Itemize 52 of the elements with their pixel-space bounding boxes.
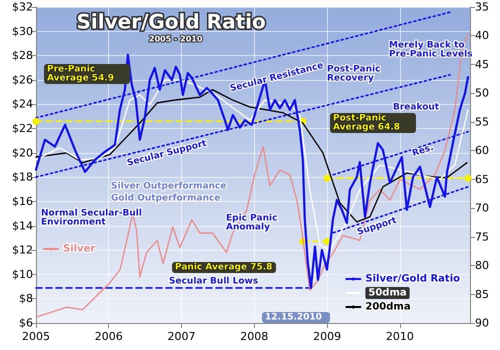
y-tick-label: $22 xyxy=(12,122,33,136)
point xyxy=(324,174,331,182)
point xyxy=(464,174,472,182)
annotation: Post-Panic Recovery xyxy=(327,64,384,84)
y-tick-label: $16 xyxy=(12,194,33,208)
y2-tick-label: 85 xyxy=(475,288,489,301)
text: 2005 - 2010 xyxy=(149,34,203,44)
point xyxy=(32,118,40,125)
annotation: Normal Secular-Bull Environment xyxy=(41,208,146,228)
annotation: 12.15.2010 xyxy=(265,312,322,322)
x-tick-label: 2006 xyxy=(94,330,123,343)
legend-label: 50dma xyxy=(368,288,407,298)
annotation: Post-Panic Average 64.8 xyxy=(333,114,400,132)
y-tick-label: $6 xyxy=(19,316,33,330)
legend-label: Silver xyxy=(63,244,96,254)
y-tick-label: $32 xyxy=(12,0,33,14)
x-tick-label: 2009 xyxy=(313,330,342,343)
legend-label: 200dma xyxy=(365,302,411,312)
x-tick-label: 2008 xyxy=(240,330,268,343)
y-tick-label: $20 xyxy=(12,146,33,160)
x-tick-label: 2005 xyxy=(22,330,50,343)
y2-tick-label: 70 xyxy=(475,202,489,215)
x-tick-label: 2007 xyxy=(167,330,196,343)
y-tick-label: $10 xyxy=(12,268,33,281)
annotation: Epic Panic Anomaly xyxy=(226,214,281,232)
annotation: Silver Outperformance xyxy=(111,182,226,192)
annotation: Gold Outperformance xyxy=(111,194,220,204)
y2-tick-label: 60 xyxy=(475,144,489,158)
y2-tick-label: 35 xyxy=(475,0,489,14)
y-tick-label: $12 xyxy=(12,244,33,257)
x-tick-label: 2010 xyxy=(386,330,414,343)
y2-tick-label: 75 xyxy=(475,230,489,244)
y-tick-label: $28 xyxy=(12,49,33,62)
y2-tick-label: 45 xyxy=(475,58,489,71)
annotation: Secular Bull Lows xyxy=(169,276,258,286)
annotation: Res. xyxy=(411,142,435,159)
y2-tick-label: 80 xyxy=(475,259,489,272)
y2-tick-label: 55 xyxy=(475,115,489,128)
y2-tick-label: 90 xyxy=(475,316,489,330)
y-tick-label: $24 xyxy=(12,98,33,111)
y2-tick-label: 50 xyxy=(475,86,489,100)
y-tick-label: $26 xyxy=(12,73,33,86)
annotation: Panic Average 75.8 xyxy=(175,262,272,272)
annotation: Breakout xyxy=(393,102,440,112)
y2-tick-label: 40 xyxy=(475,29,489,42)
y-tick-label: $30 xyxy=(12,24,33,38)
y2-tick-label: 65 xyxy=(475,172,489,186)
legend-label: Silver/Gold Ratio xyxy=(365,274,460,284)
y-tick-label: $18 xyxy=(12,170,33,184)
annotation: Pre-Panic Average 54.9 xyxy=(47,64,114,84)
y-tick-label: $14 xyxy=(12,219,33,232)
y-tick-label: $8 xyxy=(19,292,33,306)
